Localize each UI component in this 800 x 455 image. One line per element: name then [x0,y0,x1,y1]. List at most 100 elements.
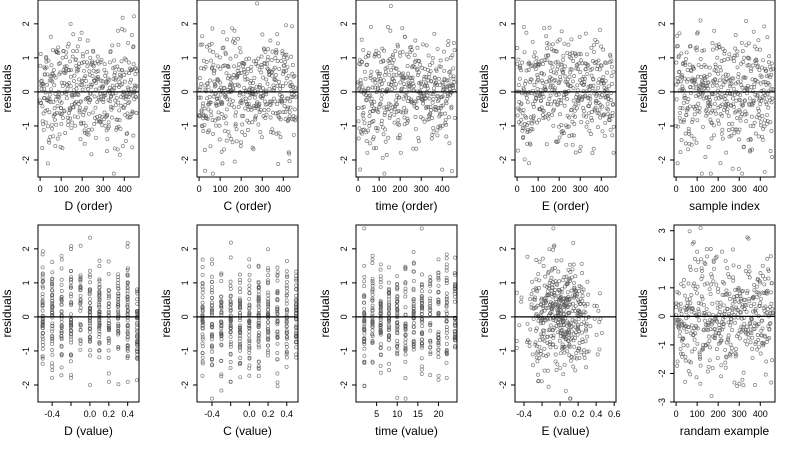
data-point [411,288,416,293]
data-point [675,363,680,368]
data-point [746,41,751,46]
data-point [362,275,367,279]
data-point [394,66,399,71]
data-point [569,354,574,359]
y-axis-label: residuals [318,64,332,112]
data-point [559,258,564,263]
data-point [266,300,271,305]
data-point [116,325,121,330]
data-point [549,291,554,296]
x-tick-label: 100 [690,184,705,194]
data-point [393,104,398,109]
data-point [436,297,441,302]
data-point [95,54,100,59]
data-point [265,66,270,71]
data-point [247,296,252,301]
data-point [519,299,524,304]
data-point [734,53,739,58]
data-point [125,356,130,360]
data-point [709,394,714,399]
data-point [203,113,208,118]
data-point [88,280,93,285]
data-point [228,329,233,334]
data-point [695,249,700,254]
x-tick-label: 300 [255,184,270,194]
data-point [228,301,233,306]
data-point [438,125,443,130]
data-point [571,240,576,245]
data-point [769,290,773,295]
data-point [687,141,692,146]
data-point [706,86,711,91]
data-point [420,341,424,346]
data-point [676,124,680,129]
data-point [720,136,725,141]
data-point [718,95,723,100]
data-point [218,66,223,71]
data-point [59,299,64,303]
data-point [379,118,384,123]
data-point [524,96,529,100]
data-point [557,297,562,302]
data-point [585,120,590,125]
data-point [106,292,111,297]
x-tick-label: 200 [711,184,726,194]
data-point [742,98,747,103]
data-point [732,380,737,385]
data-point [59,106,64,111]
data-point [266,304,271,309]
data-point [554,49,559,54]
data-point [247,302,252,307]
data-point [356,86,361,91]
data-point [553,302,558,307]
data-point [362,263,367,268]
x-tick-label: 5 [374,409,379,419]
data-point [539,379,544,384]
y-tick-label: 0 [498,314,508,319]
data-point [534,97,539,102]
data-point [444,311,449,316]
data-point [539,321,543,326]
data-point [285,308,289,313]
data-point [591,83,596,88]
data-point [76,65,81,70]
data-point [706,334,711,339]
data-point [726,333,731,338]
x-tick-label: 0 [38,184,43,194]
data-point [253,117,258,122]
data-point [609,64,614,69]
data-point [692,337,697,342]
data-point [79,30,84,35]
data-point [583,93,588,98]
data-point [743,339,748,344]
data-point [391,72,396,77]
data-point [545,340,550,345]
data-point [394,73,399,78]
data-point [554,305,559,310]
data-point [209,310,214,315]
data-point [278,117,283,122]
data-point [549,309,554,314]
data-point [595,40,600,45]
data-point [743,297,748,302]
data-point [560,131,565,136]
data-point [541,321,545,326]
data-point [280,84,285,88]
data-point [722,315,727,320]
data-point [692,346,697,351]
data-point [676,302,681,307]
data-point [224,138,229,143]
data-point [698,356,703,361]
data-point [702,313,707,318]
data-point [50,276,55,281]
data-point [748,340,753,345]
data-point [567,115,572,120]
data-point [679,319,684,324]
data-point [685,68,690,73]
data-point [40,265,45,270]
data-point [587,128,592,133]
x-tick-label: -0.4 [516,409,532,419]
data-point [403,344,408,348]
data-point [682,60,687,65]
data-point [411,342,416,347]
